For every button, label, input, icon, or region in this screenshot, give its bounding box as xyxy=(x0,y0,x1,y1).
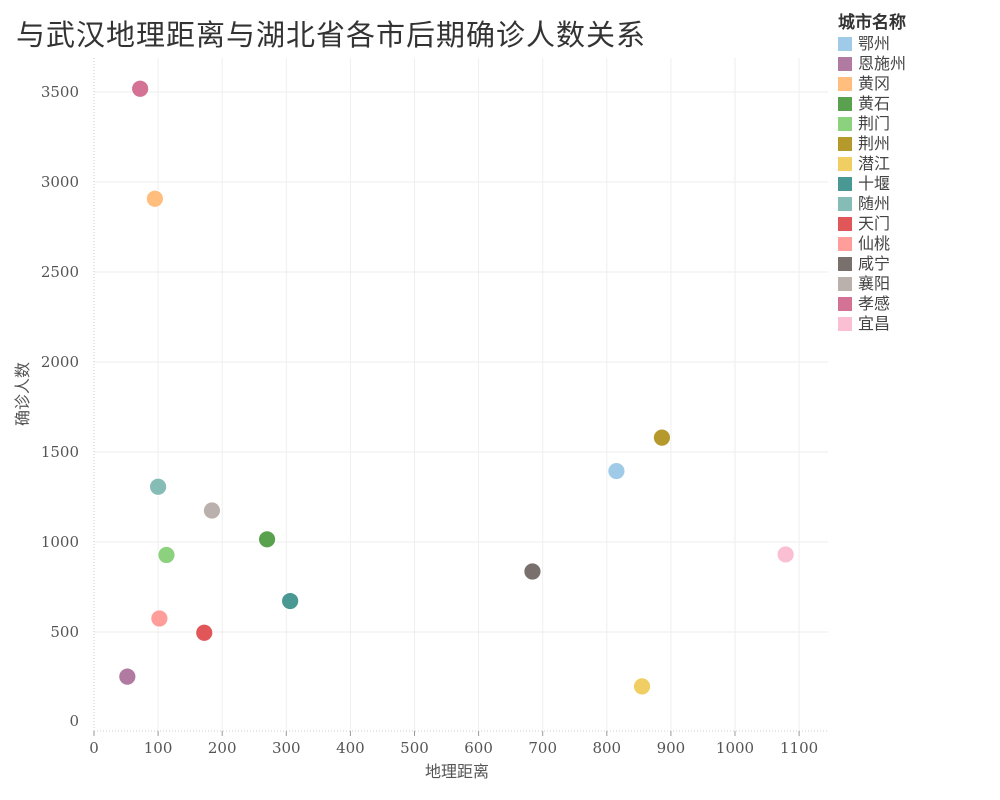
legend-item: 宜昌 xyxy=(838,314,988,334)
legend: 城市名称 鄂州 恩施州 黄冈 黄石 荆门 荆州 潜江 十堰 随州 天门 仙桃 咸宁 襄阳 孝感 宜昌 xyxy=(838,12,988,334)
legend-label: 襄阳 xyxy=(858,274,891,293)
legend-item: 黄石 xyxy=(838,94,988,114)
legend-item: 咸宁 xyxy=(838,254,988,274)
data-point: 荆门 xyxy=(157,546,176,564)
data-point: 孝感 xyxy=(131,79,150,98)
legend-swatch xyxy=(838,257,852,271)
legend-swatch xyxy=(838,137,852,151)
data-point: 荆州 xyxy=(653,428,671,447)
legend-item: 天门 xyxy=(838,214,988,234)
x-tick-label: 1000 xyxy=(716,739,754,757)
data-point: 随州 xyxy=(149,477,168,496)
x-tick-label: 1100 xyxy=(780,739,818,757)
legend-swatch xyxy=(838,37,852,51)
y-tick-label: 3500 xyxy=(41,83,79,101)
legend-item: 黄冈 xyxy=(838,74,988,94)
data-point: 恩施州 xyxy=(118,667,137,686)
data-point: 天门 xyxy=(195,623,214,642)
x-tick-label: 700 xyxy=(528,739,557,757)
x-tick-label: 600 xyxy=(464,739,493,757)
legend-swatch xyxy=(838,197,852,211)
x-tick-label: 900 xyxy=(657,739,686,757)
legend-swatch xyxy=(838,117,852,131)
legend-swatch xyxy=(838,157,852,171)
legend-swatch xyxy=(838,177,852,191)
legend-label: 潜江 xyxy=(858,154,891,173)
legend-items: 鄂州 恩施州 黄冈 黄石 荆门 荆州 潜江 十堰 随州 天门 仙桃 咸宁 襄阳 孝感 宜昌 xyxy=(838,34,988,334)
x-tick-label: 400 xyxy=(336,739,365,757)
data-point: 黄石 xyxy=(258,530,276,549)
y-tick-label: 0 xyxy=(69,712,79,730)
legend-label: 鄂州 xyxy=(858,34,891,53)
x-tick-label: 500 xyxy=(400,739,429,757)
legend-item: 荆州 xyxy=(838,134,988,154)
y-tick-label: 3000 xyxy=(41,173,79,191)
legend-label: 宜昌 xyxy=(858,314,891,333)
legend-swatch xyxy=(838,57,852,71)
legend-swatch xyxy=(838,77,852,91)
legend-label: 黄石 xyxy=(858,94,891,113)
legend-item: 恩施州 xyxy=(838,54,988,74)
data-point: 潜江 xyxy=(633,677,651,696)
legend-swatch xyxy=(838,217,852,231)
x-axis-title: 地理距离 xyxy=(425,762,489,781)
data-point: 十堰 xyxy=(281,592,300,610)
x-tick-label: 0 xyxy=(89,739,99,757)
legend-label: 天门 xyxy=(858,214,891,233)
legend-swatch xyxy=(838,237,852,251)
x-tick-label: 300 xyxy=(272,739,301,757)
y-tick-label: 1000 xyxy=(41,533,79,551)
x-tick-label: 200 xyxy=(208,739,237,757)
y-tick-label: 1500 xyxy=(41,443,79,461)
legend-title: 城市名称 xyxy=(838,13,906,33)
legend-item: 仙桃 xyxy=(838,234,988,254)
legend-label: 孝感 xyxy=(858,294,891,313)
legend-item: 荆门 xyxy=(838,114,988,134)
legend-label: 恩施州 xyxy=(858,54,907,73)
legend-item: 孝感 xyxy=(838,294,988,314)
legend-item: 随州 xyxy=(838,194,988,214)
legend-label: 仙桃 xyxy=(858,234,891,253)
y-tick-label: 2000 xyxy=(41,353,79,371)
legend-swatch xyxy=(838,97,852,111)
x-tick-label: 800 xyxy=(592,739,621,757)
legend-label: 咸宁 xyxy=(858,254,891,273)
legend-item: 潜江 xyxy=(838,154,988,174)
legend-item: 十堰 xyxy=(838,174,988,194)
chart-title: 与武汉地理距离与湖北省各市后期确诊人数关系 xyxy=(16,18,647,52)
data-point: 仙桃 xyxy=(150,609,169,628)
legend-label: 十堰 xyxy=(858,174,891,193)
data-point: 宜昌 xyxy=(776,545,795,564)
legend-label: 荆州 xyxy=(858,134,891,153)
legend-swatch xyxy=(838,277,852,291)
y-axis-title: 确诊人数 xyxy=(13,362,32,426)
legend-swatch xyxy=(838,297,852,311)
legend-item: 襄阳 xyxy=(838,274,988,294)
data-point: 鄂州 xyxy=(607,462,626,480)
legend-item: 鄂州 xyxy=(838,34,988,54)
x-tick-label: 100 xyxy=(144,739,173,757)
legend-label: 荆门 xyxy=(858,114,891,133)
legend-label: 随州 xyxy=(858,194,891,213)
y-tick-label: 2500 xyxy=(41,263,79,281)
y-tick-label: 500 xyxy=(50,623,79,641)
data-point: 襄阳 xyxy=(203,501,221,520)
legend-label: 黄冈 xyxy=(858,74,891,93)
data-point: 咸宁 xyxy=(523,562,542,581)
data-point: 黄冈 xyxy=(145,189,164,208)
legend-swatch xyxy=(838,317,852,331)
